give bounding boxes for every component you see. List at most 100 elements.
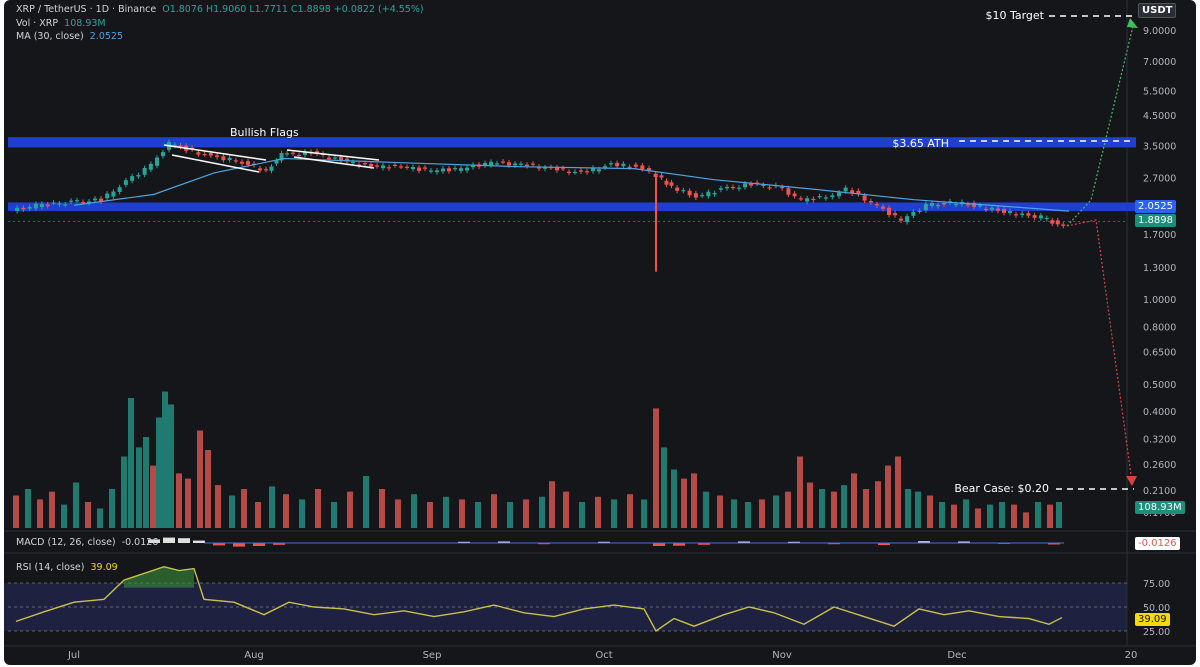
- y-tick-label: 0.2600: [1143, 460, 1176, 471]
- volume-bar: [745, 502, 751, 528]
- macd-histogram-bar: [458, 541, 470, 543]
- candle-body: [246, 161, 250, 165]
- y-tick-label: 1.0000: [1143, 295, 1176, 306]
- candle-body: [351, 161, 355, 164]
- candle-body: [755, 182, 760, 184]
- candle-body: [172, 144, 177, 146]
- price-chart[interactable]: Bullish Flags $3.65 ATH $10 Target Bear Cas…: [4, 0, 1196, 665]
- volume-bar: [299, 499, 305, 528]
- candle-body: [136, 175, 141, 177]
- candle-body: [725, 186, 729, 189]
- volume-tag: 108.93M: [1135, 501, 1185, 514]
- candle-body: [471, 164, 475, 168]
- candle-body: [303, 151, 307, 155]
- macd-histogram-bar: [828, 543, 840, 545]
- volume-bar: [641, 499, 647, 528]
- y-tick-label: 0.3200: [1143, 434, 1176, 445]
- volume-bar: [255, 502, 261, 528]
- candle-body: [881, 206, 885, 209]
- bear-case-label: Bear Case: $0.20: [954, 482, 1049, 495]
- candle-body: [339, 157, 343, 161]
- candle-body: [786, 188, 791, 195]
- macd-histogram-bar: [233, 543, 245, 547]
- candle-body: [495, 163, 499, 165]
- y-tick-label: 0.5000: [1143, 380, 1176, 391]
- volume-bar: [73, 482, 79, 528]
- zone-band-0: [8, 137, 1136, 148]
- macd-histogram-bar: [958, 541, 970, 543]
- volume-bar: [661, 447, 667, 528]
- x-tick-label: Dec: [947, 650, 966, 661]
- volume-bar: [162, 391, 168, 528]
- candle-body: [911, 211, 916, 216]
- volume-bar: [785, 491, 791, 528]
- y-tick-label: 5.5000: [1143, 86, 1176, 97]
- macd-histogram-bar: [193, 540, 205, 543]
- candle-body: [978, 205, 982, 207]
- volume-bar: [819, 489, 825, 528]
- chart-frame[interactable]: Bullish Flags $3.65 ATH $10 Target Bear Cas…: [4, 0, 1196, 665]
- candle-body: [375, 165, 379, 167]
- volume-bar: [136, 447, 142, 528]
- candle-body: [659, 175, 664, 178]
- volume-bar: [841, 485, 847, 528]
- volume-bar: [229, 495, 235, 528]
- volume-bar: [347, 491, 353, 528]
- candle-body: [1061, 224, 1066, 226]
- volume-bar: [875, 481, 881, 528]
- candle-body: [39, 203, 44, 208]
- candle-body: [687, 190, 692, 196]
- macd-histogram-bar: [178, 538, 190, 543]
- candle-body: [923, 203, 928, 211]
- candle-body: [737, 187, 741, 189]
- volume-bar: [653, 408, 659, 528]
- volume-bar: [939, 502, 945, 528]
- candle-body: [233, 160, 238, 162]
- candle-body: [1038, 215, 1043, 219]
- candle-body: [117, 187, 122, 193]
- volume-bar: [331, 502, 337, 528]
- candle-body: [561, 168, 565, 170]
- candle-body: [1055, 220, 1060, 225]
- macd-histogram-bar: [538, 543, 550, 545]
- rsi-value: 39.09: [90, 562, 118, 573]
- rsi-tick-label: 75.00: [1143, 579, 1170, 590]
- candle-body: [161, 152, 165, 157]
- macd-histogram-bar: [273, 543, 285, 545]
- currency-badge[interactable]: USDT: [1138, 3, 1177, 18]
- candle-body: [227, 157, 232, 161]
- volume-bar: [269, 486, 275, 528]
- volume-bar: [831, 491, 837, 528]
- volume-bar: [1011, 504, 1017, 528]
- candle-body: [274, 160, 279, 164]
- rsi-tick-label: 25.00: [1143, 627, 1170, 638]
- volume-bar: [215, 485, 221, 528]
- volume-bar: [539, 496, 545, 528]
- bullish-flag-line: [171, 154, 260, 173]
- ma-label: MA (30, close): [16, 31, 84, 42]
- candle-body: [585, 171, 589, 173]
- macd-histogram-bar: [698, 543, 710, 545]
- macd-histogram-bar: [163, 537, 175, 543]
- macd-histogram-bar: [1048, 543, 1060, 545]
- candle-body: [45, 204, 50, 207]
- y-tick-label: 1.3000: [1143, 263, 1176, 274]
- macd-label: MACD (12, 26, close): [16, 537, 116, 548]
- candle-body: [63, 204, 68, 206]
- candle-body: [930, 202, 934, 206]
- candle-body: [749, 183, 753, 186]
- volume-bar: [549, 481, 555, 528]
- volume-bar: [427, 502, 433, 528]
- ma-value: 2.0525: [89, 31, 124, 42]
- y-tick-label: 0.4000: [1143, 407, 1176, 418]
- volume-bar: [443, 496, 449, 528]
- candle-body: [285, 153, 289, 155]
- ma-line: [73, 157, 1070, 212]
- bear-arrowhead: [1126, 476, 1137, 486]
- candle-body: [627, 166, 632, 168]
- volume-bar: [395, 499, 401, 528]
- candle-body: [811, 198, 816, 201]
- volume-bar: [703, 491, 709, 528]
- candle-body: [465, 167, 469, 171]
- volume-bar: [895, 456, 901, 528]
